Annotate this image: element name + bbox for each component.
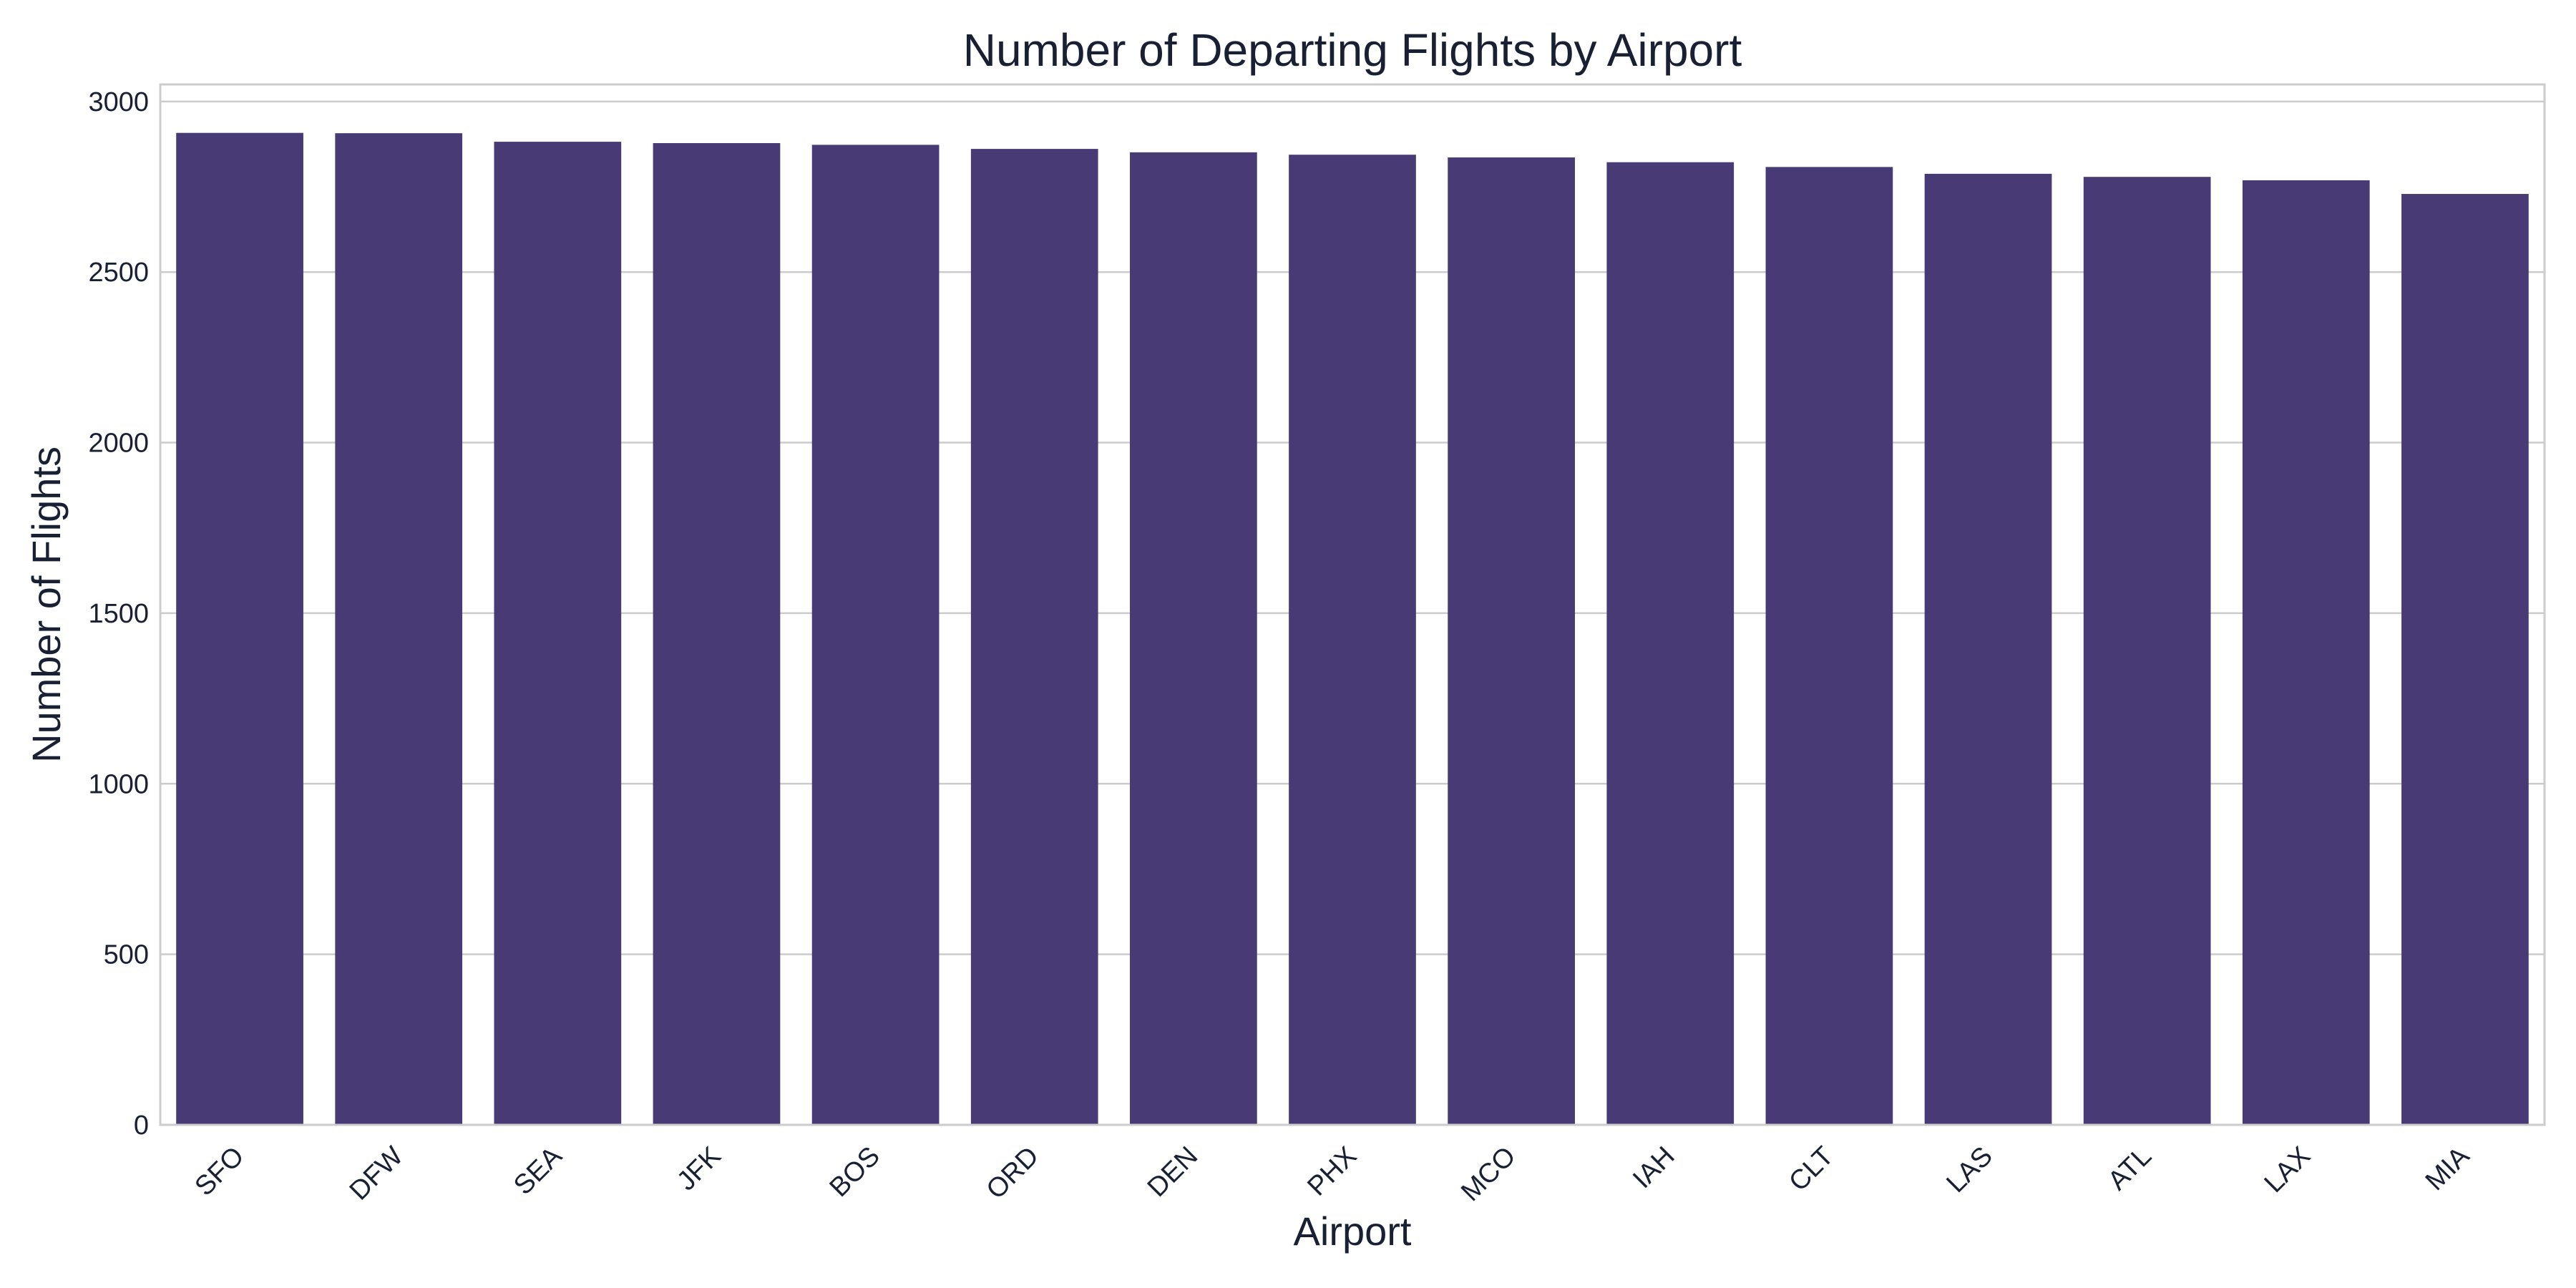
y-tick-label: 2000 [88, 429, 149, 459]
y-axis-ticks: 0 500 1000 1500 2000 2500 3000 [88, 87, 149, 1141]
x-axis-label: Airport [1294, 1209, 1412, 1254]
bar-iah [1606, 162, 1735, 1125]
x-tick-label-phx: PHX [1302, 1141, 1362, 1202]
y-tick-label: 0 [134, 1111, 149, 1141]
y-tick-label: 2500 [88, 258, 149, 288]
y-tick-label: 1000 [88, 769, 149, 799]
bar-dfw [335, 133, 463, 1125]
bar-phx [1289, 155, 1416, 1125]
bar-den [1130, 152, 1257, 1125]
x-tick-label-iah: IAH [1627, 1141, 1681, 1195]
bars [176, 132, 2529, 1126]
x-tick-label-atl: ATL [2102, 1141, 2157, 1196]
x-tick-label-dfw: DFW [344, 1141, 409, 1206]
bar-lax [2242, 180, 2370, 1125]
x-tick-label-lax: LAX [2259, 1141, 2316, 1199]
bar-las [1924, 173, 2052, 1125]
x-axis-ticks: SFO DFW SEA JFK BOS ORD DEN PHX MCO IAH CLT LAS ATL L… [189, 1141, 2475, 1207]
y-tick-label: 500 [104, 940, 149, 970]
bar-mia [2401, 194, 2529, 1125]
y-tick-label: 1500 [88, 599, 149, 629]
x-tick-label-mco: MCO [1455, 1141, 1521, 1207]
bar-bos [811, 145, 940, 1126]
bar-mco [1448, 157, 1575, 1126]
y-axis-label: Number of Flights [24, 447, 69, 763]
bar-atl [2083, 177, 2211, 1125]
x-tick-label-clt: CLT [1783, 1141, 1839, 1197]
bar-sfo [176, 132, 303, 1125]
x-tick-label-mia: MIA [2420, 1141, 2476, 1196]
x-tick-label-sea: SEA [508, 1141, 568, 1201]
bar-jfk [653, 142, 781, 1125]
x-tick-label-jfk: JFK [671, 1141, 726, 1196]
plot-area-frame [159, 83, 2546, 1126]
x-tick-label-las: LAS [1941, 1141, 1998, 1199]
x-tick-label-sfo: SFO [189, 1141, 250, 1202]
x-tick-label-den: DEN [1142, 1141, 1204, 1203]
bar-ord [970, 149, 1098, 1125]
bar-clt [1765, 167, 1893, 1125]
y-tick-label: 3000 [88, 87, 149, 117]
x-tick-label-bos: BOS [824, 1141, 886, 1203]
chart-title: Number of Departing Flights by Airport [963, 24, 1742, 76]
bar-sea [494, 142, 622, 1125]
x-tick-label-ord: ORD [981, 1141, 1045, 1205]
